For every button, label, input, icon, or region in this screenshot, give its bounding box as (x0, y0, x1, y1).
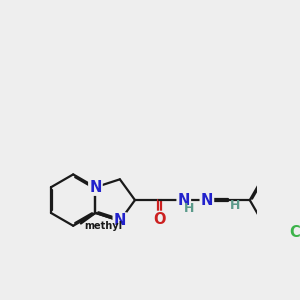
Text: N: N (201, 193, 213, 208)
Text: N: N (114, 213, 126, 228)
Text: O: O (153, 212, 166, 227)
Text: H: H (230, 199, 240, 212)
Text: N: N (89, 180, 102, 195)
Text: H: H (184, 202, 195, 215)
Text: methyl: methyl (84, 220, 122, 230)
Text: Cl: Cl (289, 225, 300, 240)
Text: N: N (178, 193, 190, 208)
